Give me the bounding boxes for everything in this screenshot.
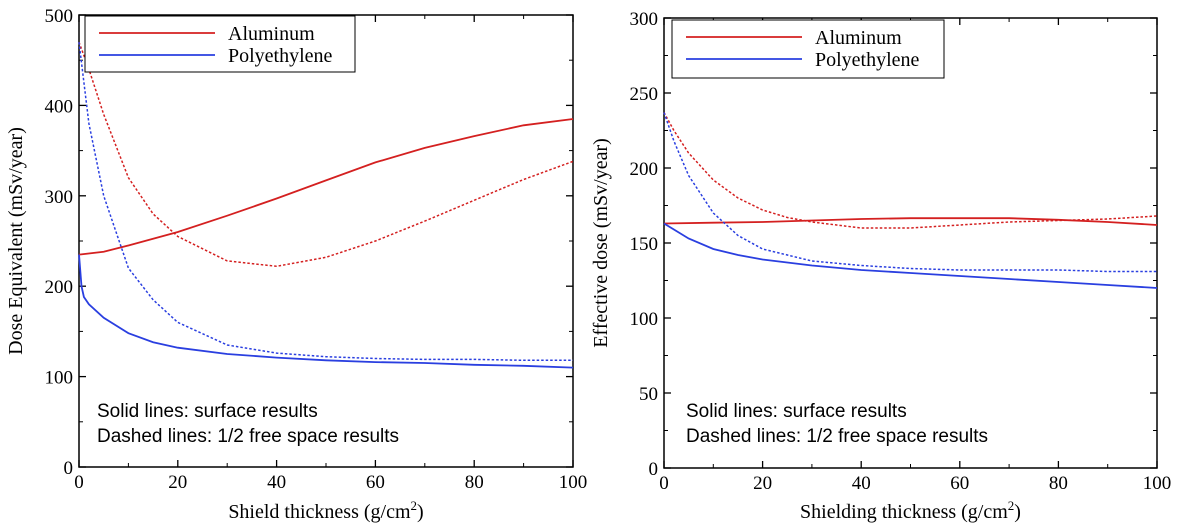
legend-label-aluminum: Aluminum bbox=[815, 27, 902, 49]
legend-box bbox=[84, 15, 356, 73]
y-tick-label: 500 bbox=[45, 6, 74, 27]
y-tick-label: 300 bbox=[630, 9, 659, 30]
y-axis-label: Dose Equivalent (mSv/year) bbox=[5, 127, 27, 355]
series-line-polyethylene-dashed bbox=[78, 42, 573, 362]
left-chart-panel: 0 20 40 60 80 100 0 100 200 300 400 500 Shield thick… bbox=[5, 6, 587, 523]
x-tick-label: 100 bbox=[1143, 473, 1172, 494]
y-axis-label: Effective dose (mSv/year) bbox=[590, 138, 612, 348]
x-tick-label: 40 bbox=[852, 473, 871, 494]
y-tick-label: 150 bbox=[630, 234, 659, 255]
x-tick-label: 60 bbox=[366, 472, 385, 493]
y-tick-label: 0 bbox=[649, 459, 659, 480]
series-line-aluminum-dashed bbox=[663, 112, 1158, 229]
y-tick-label: 200 bbox=[630, 159, 659, 180]
series-line-aluminum-solid bbox=[78, 118, 574, 256]
x-tick-label: 20 bbox=[168, 472, 187, 493]
x-tick-label: 0 bbox=[659, 473, 669, 494]
x-tick-label: 20 bbox=[753, 473, 772, 494]
annotation-solid-lines: Solid lines: surface results bbox=[97, 401, 318, 422]
annotation-dashed-lines: Dashed lines: 1/2 free space results bbox=[686, 426, 988, 447]
legend-label-aluminum: Aluminum bbox=[228, 23, 315, 45]
x-tick-label: 60 bbox=[950, 473, 969, 494]
plot-frame bbox=[78, 14, 574, 468]
legend-label-polyethylene: Polyethylene bbox=[228, 45, 333, 67]
x-tick-label: 100 bbox=[559, 472, 588, 493]
y-tick-label: 250 bbox=[630, 84, 659, 105]
x-tick-label: 40 bbox=[267, 472, 286, 493]
series-line-polyethylene-dashed bbox=[663, 112, 1157, 273]
x-tick-label: 80 bbox=[465, 472, 484, 493]
y-tick-label: 50 bbox=[639, 384, 658, 405]
annotation-dashed-lines: Dashed lines: 1/2 free space results bbox=[97, 426, 399, 447]
series-line-aluminum-dashed bbox=[78, 41, 574, 268]
legend-box bbox=[671, 19, 945, 79]
right-chart-panel: 0 20 40 60 80 100 0 50 100 150 200 250 300 Shielding … bbox=[590, 9, 1171, 523]
annotation-solid-lines: Solid lines: surface results bbox=[686, 401, 907, 422]
x-axis-label: Shielding thickness (g/cm2) bbox=[800, 498, 1021, 523]
x-axis-label: Shield thickness (g/cm2) bbox=[228, 498, 423, 523]
x-tick-label: 0 bbox=[74, 472, 84, 493]
y-tick-label: 200 bbox=[45, 277, 74, 298]
y-tick-label: 300 bbox=[45, 187, 74, 208]
y-tick-label: 100 bbox=[45, 368, 74, 389]
series-line-polyethylene-solid bbox=[78, 254, 574, 369]
legend-label-polyethylene: Polyethylene bbox=[815, 49, 920, 71]
y-tick-label: 0 bbox=[64, 458, 74, 479]
series-line-polyethylene-solid bbox=[663, 222, 1158, 289]
y-tick-label: 400 bbox=[45, 96, 74, 117]
x-tick-label: 80 bbox=[1049, 473, 1068, 494]
y-tick-label: 100 bbox=[630, 309, 659, 330]
